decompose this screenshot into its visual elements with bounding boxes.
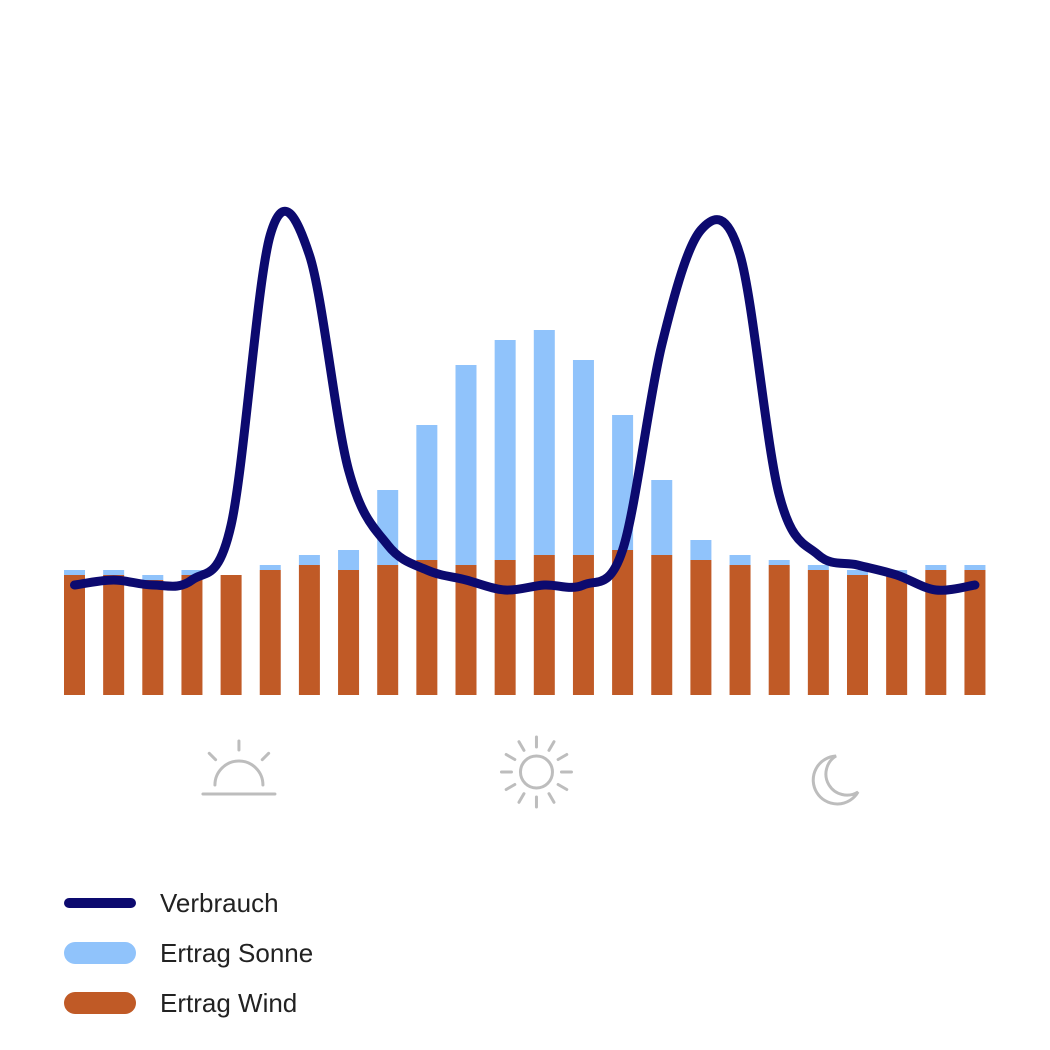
bar-wind-7 [298, 565, 320, 695]
bar-sonne-24 [964, 565, 986, 570]
bar-wind-1 [64, 575, 85, 695]
bar-sonne-8 [338, 550, 360, 570]
legend-label-ertrag-sonne: Ertrag Sonne [160, 937, 314, 968]
bar-wind-21 [847, 575, 868, 695]
sunrise-icon [201, 739, 277, 796]
bar-wind-20 [807, 570, 829, 695]
bar-wind-18 [729, 565, 751, 695]
line-verbrauch [70, 206, 980, 595]
bar-sonne-14 [572, 360, 594, 555]
bars-layer [64, 330, 986, 695]
bar-wind-16 [651, 555, 673, 695]
bar-wind-11 [455, 565, 477, 695]
bar-sonne-19 [768, 560, 790, 565]
bar-wind-5 [220, 575, 242, 695]
bar-wind-4 [181, 575, 203, 695]
legend-swatch-verbrauch [64, 898, 136, 908]
legend-swatch-ertrag-wind [64, 992, 136, 1014]
consumption-line-layer [70, 206, 980, 595]
bar-sonne-6 [259, 565, 281, 570]
legend-item-ertrag-wind: Ertrag Wind [64, 978, 313, 1028]
bar-wind-9 [377, 565, 399, 695]
bar-sonne-4 [181, 570, 203, 575]
moon-icon [811, 754, 860, 806]
bar-wind-6 [259, 570, 281, 695]
bar-sonne-10 [416, 425, 438, 560]
bar-sonne-1 [64, 570, 85, 575]
bar-wind-10 [416, 560, 438, 695]
bar-sonne-16 [651, 480, 673, 555]
bar-sonne-20 [807, 565, 829, 570]
legend-label-ertrag-wind: Ertrag Wind [160, 987, 298, 1018]
bar-wind-19 [768, 565, 790, 695]
bar-sonne-17 [690, 540, 712, 560]
bar-sonne-12 [494, 340, 516, 560]
time-of-day-icons [201, 735, 860, 809]
sun-icon [499, 735, 573, 809]
bar-wind-24 [964, 570, 986, 695]
bar-wind-12 [494, 560, 516, 695]
bar-wind-13 [533, 555, 555, 695]
bar-sonne-7 [298, 555, 320, 565]
bar-sonne-2 [103, 570, 125, 575]
bar-sonne-23 [925, 565, 947, 570]
legend-item-ertrag-sonne: Ertrag Sonne [64, 928, 313, 978]
bar-sonne-13 [533, 330, 555, 555]
bar-sonne-21 [847, 570, 868, 575]
bar-sonne-11 [455, 365, 477, 565]
bar-sonne-3 [142, 575, 164, 580]
legend: Verbrauch Ertrag Sonne Ertrag Wind [64, 878, 313, 1028]
bar-wind-3 [142, 580, 164, 695]
bar-wind-17 [690, 560, 712, 695]
bar-wind-23 [925, 570, 947, 695]
legend-item-verbrauch: Verbrauch [64, 878, 313, 928]
bar-wind-8 [338, 570, 360, 695]
bar-wind-15 [612, 550, 634, 695]
bar-sonne-18 [729, 555, 751, 565]
bar-wind-22 [886, 575, 908, 695]
bar-wind-2 [103, 575, 125, 695]
legend-label-verbrauch: Verbrauch [160, 887, 279, 918]
legend-swatch-ertrag-sonne [64, 942, 136, 964]
bar-wind-14 [572, 555, 594, 695]
